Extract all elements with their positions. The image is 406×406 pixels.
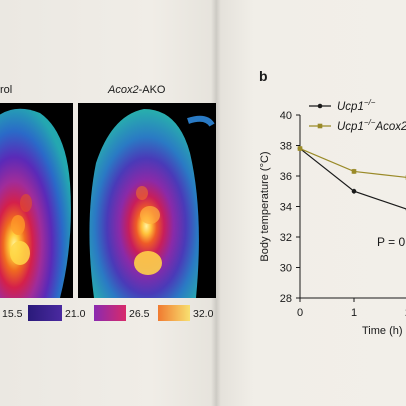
thermal-image-control — [0, 103, 73, 298]
y-tick-label: 38 — [280, 141, 292, 153]
legend-label-1: Ucp1−/− — [337, 98, 376, 113]
y-tick-label: 30 — [280, 263, 292, 275]
scale-value-1: 15.5 — [2, 308, 23, 320]
y-tick-label: 36 — [280, 171, 292, 183]
x-tick-label: 0 — [297, 307, 303, 319]
y-tick-label: 32 — [280, 232, 292, 244]
scale-value-3: 26.5 — [129, 308, 150, 320]
thermal-image-acox2-ako — [78, 103, 216, 298]
scale-value-4: 32.0 — [193, 308, 214, 320]
panel-letter-b: b — [259, 68, 268, 84]
legend-marker-2 — [317, 123, 323, 129]
y-tick-label: 34 — [280, 202, 292, 214]
acox2-ako-label: Acox2-AKO — [108, 84, 165, 96]
x-tick-label: 1 — [351, 307, 357, 319]
y-tick-label: 28 — [280, 293, 292, 305]
x-tick-label: 2 — [405, 307, 406, 319]
y-axis-label: Body temperature (°C) — [259, 151, 271, 261]
x-axis-label: Time (h) — [362, 325, 403, 337]
series-2-point — [351, 169, 357, 174]
right-page — [216, 0, 406, 406]
acox2-ako-label-suffix: -AKO — [138, 84, 166, 96]
scale-swatch-2 — [94, 305, 126, 321]
series-line-1 — [299, 148, 406, 210]
legend-label-2: Ucp1−/−Acox2 — [337, 118, 406, 133]
series-2-point — [297, 146, 303, 151]
scale-swatch-3 — [158, 305, 190, 321]
control-label: rol — [0, 84, 13, 96]
scale-swatch-1 — [28, 305, 62, 321]
scale-value-2: 21.0 — [65, 308, 86, 320]
series-1-point — [351, 188, 357, 194]
y-tick-label: 40 — [280, 110, 292, 122]
page-gutter — [211, 0, 221, 406]
p-value-annotation: P = 0 — [377, 235, 405, 249]
legend-marker-1 — [317, 103, 323, 109]
acox2-ako-label-italic: Acox2 — [108, 84, 139, 96]
